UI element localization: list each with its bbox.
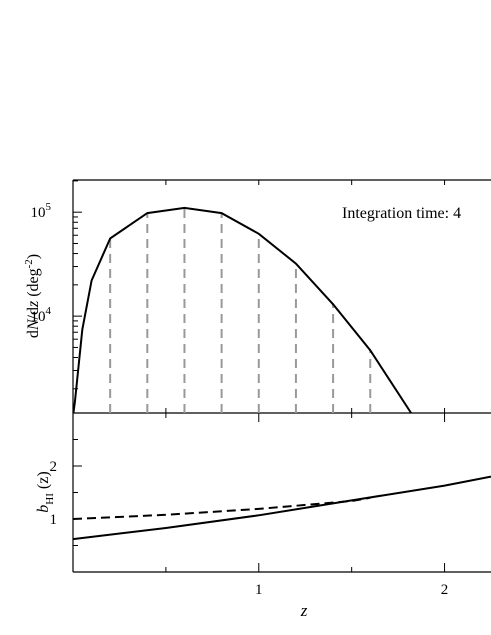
y-tick-label: 2: [50, 459, 58, 475]
y-axis-label: bHI (z): [35, 471, 56, 512]
x-tick-label: 2: [441, 582, 449, 598]
tick-base: 10: [31, 309, 46, 325]
series-line: [72, 496, 371, 520]
tick-exponent: 4: [46, 305, 52, 317]
x-axis-label: z: [300, 601, 308, 620]
x-tick-label: 1: [255, 582, 263, 598]
annotation: Integration time: 4: [342, 205, 461, 222]
curve: [72, 206, 412, 414]
tick-base: 10: [31, 205, 46, 221]
tick-exponent: 5: [46, 201, 52, 213]
frame: [72, 179, 491, 573]
series-line: [72, 475, 491, 541]
y-axis-label: dN/dz (deg-2): [23, 254, 42, 338]
y-tick-label: 1: [50, 512, 58, 528]
y-tick-label: 104: [31, 305, 52, 325]
y-tick-label: 105: [31, 201, 52, 221]
